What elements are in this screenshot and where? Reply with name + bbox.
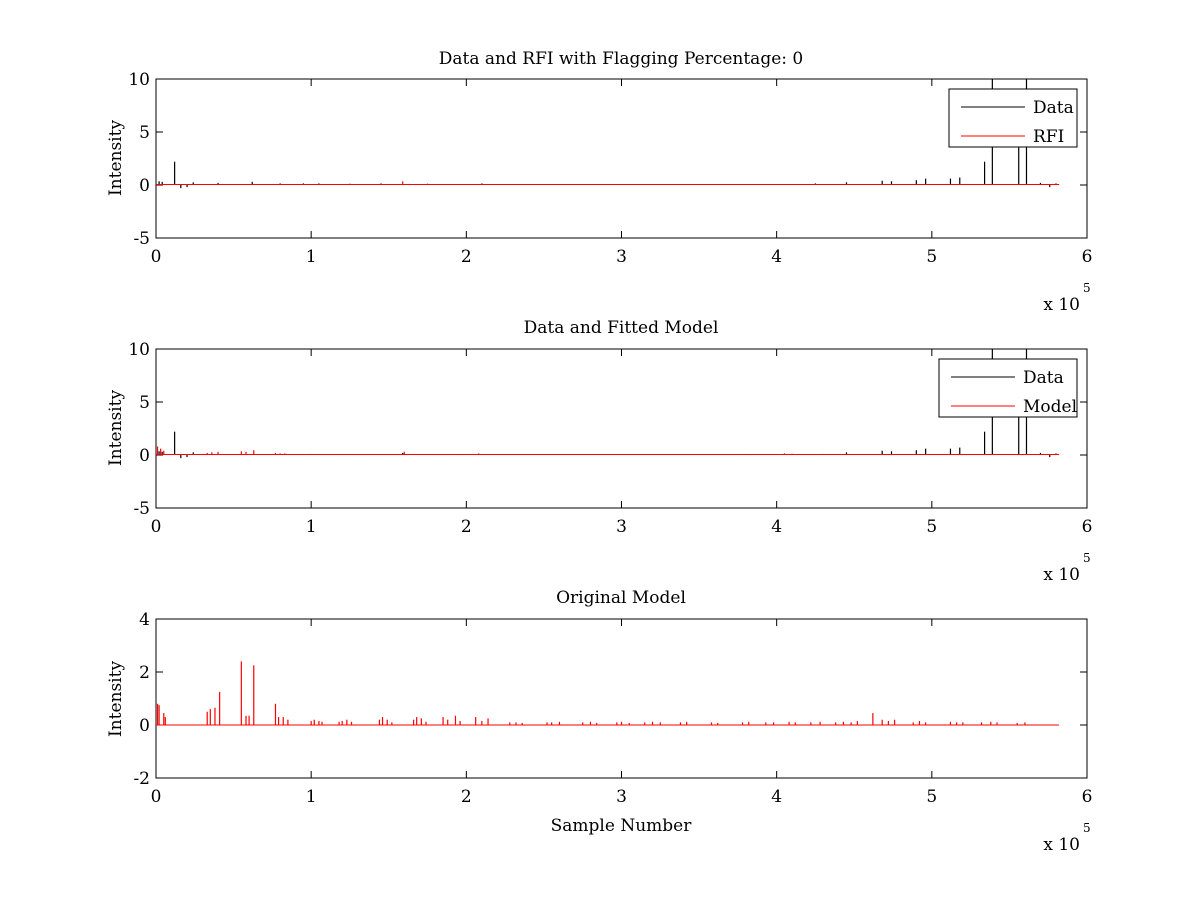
panel-model-ylabel: Intensity [106, 390, 126, 466]
x-tick-label: 2 [461, 787, 472, 807]
panel-rfi-x-exponent-base: x 10 [1043, 295, 1080, 315]
x-tick-label: 3 [616, 517, 627, 537]
panel-model-title: Data and Fitted Model [524, 318, 719, 338]
x-tick-label: 6 [1082, 247, 1093, 267]
series-rfi-rfi [156, 181, 1060, 185]
series-model-original [156, 661, 1060, 726]
y-tick-label: 5 [139, 123, 150, 143]
x-tick-label: 0 [151, 517, 162, 537]
x-tick-label: 4 [771, 787, 782, 807]
series-model-model [156, 446, 1060, 455]
x-tick-label: 3 [616, 247, 627, 267]
y-tick-label: 4 [139, 610, 150, 630]
panel-model-x-exponent-base: x 10 [1043, 565, 1080, 585]
x-tick-label: 4 [771, 247, 782, 267]
y-tick-label: 0 [139, 446, 150, 466]
panel-rfi: Data and RFI with Flagging Percentage: 0… [106, 49, 1091, 315]
panel-original-ylabel: Intensity [106, 661, 126, 737]
panel-original-x-exponent-power: 5 [1083, 821, 1091, 835]
x-tick-label: 3 [616, 787, 627, 807]
y-tick-label: 0 [139, 716, 150, 736]
x-tick-label: 1 [306, 787, 317, 807]
legend-label: RFI [1033, 127, 1064, 147]
x-tick-label: 1 [306, 517, 317, 537]
x-tick-label: 4 [771, 517, 782, 537]
panel-rfi-title: Data and RFI with Flagging Percentage: 0 [439, 49, 803, 69]
panel-original: Original Model Intensity Sample Number x… [106, 588, 1091, 855]
panel-model: Data and Fitted Model Intensity x 10 5 [106, 318, 1091, 585]
panel-rfi-x-exponent-power: 5 [1083, 281, 1091, 295]
plot-area-original [156, 661, 1060, 726]
x-tick-label: 0 [151, 247, 162, 267]
y-tick-label: 10 [128, 70, 150, 90]
plot-area-model [156, 349, 1060, 459]
panel-original-title: Original Model [556, 588, 686, 608]
x-tick-label: 1 [306, 247, 317, 267]
x-tick-label: 0 [151, 787, 162, 807]
x-tick-label: 2 [461, 517, 472, 537]
y-tick-label: 10 [128, 340, 150, 360]
panel-rfi-ylabel: Intensity [106, 120, 126, 196]
x-tick-label: 5 [926, 787, 937, 807]
y-tick-label: -5 [133, 229, 150, 249]
legend-label: Data [1023, 368, 1064, 388]
panel-model-x-exponent-power: 5 [1083, 551, 1091, 565]
x-tick-label: 6 [1082, 517, 1093, 537]
y-tick-label: 2 [139, 663, 150, 683]
legend-label: Model [1023, 397, 1077, 417]
legend-rfi: Data RFI [948, 88, 1078, 148]
panel-original-x-exponent-base: x 10 [1043, 835, 1080, 855]
panel-original-xlabel: Sample Number [551, 816, 693, 836]
y-tick-label: -2 [133, 769, 150, 789]
legend-model: Data Model [938, 358, 1078, 418]
x-tick-label: 6 [1082, 787, 1093, 807]
legend-box [948, 88, 1078, 148]
legend-label: Data [1033, 98, 1074, 118]
legend-box [938, 358, 1078, 418]
y-tick-label: 0 [139, 176, 150, 196]
y-tick-label: -5 [133, 499, 150, 519]
x-tick-label: 5 [926, 517, 937, 537]
x-tick-label: 2 [461, 247, 472, 267]
x-tick-label: 5 [926, 247, 937, 267]
y-tick-label: 5 [139, 393, 150, 413]
